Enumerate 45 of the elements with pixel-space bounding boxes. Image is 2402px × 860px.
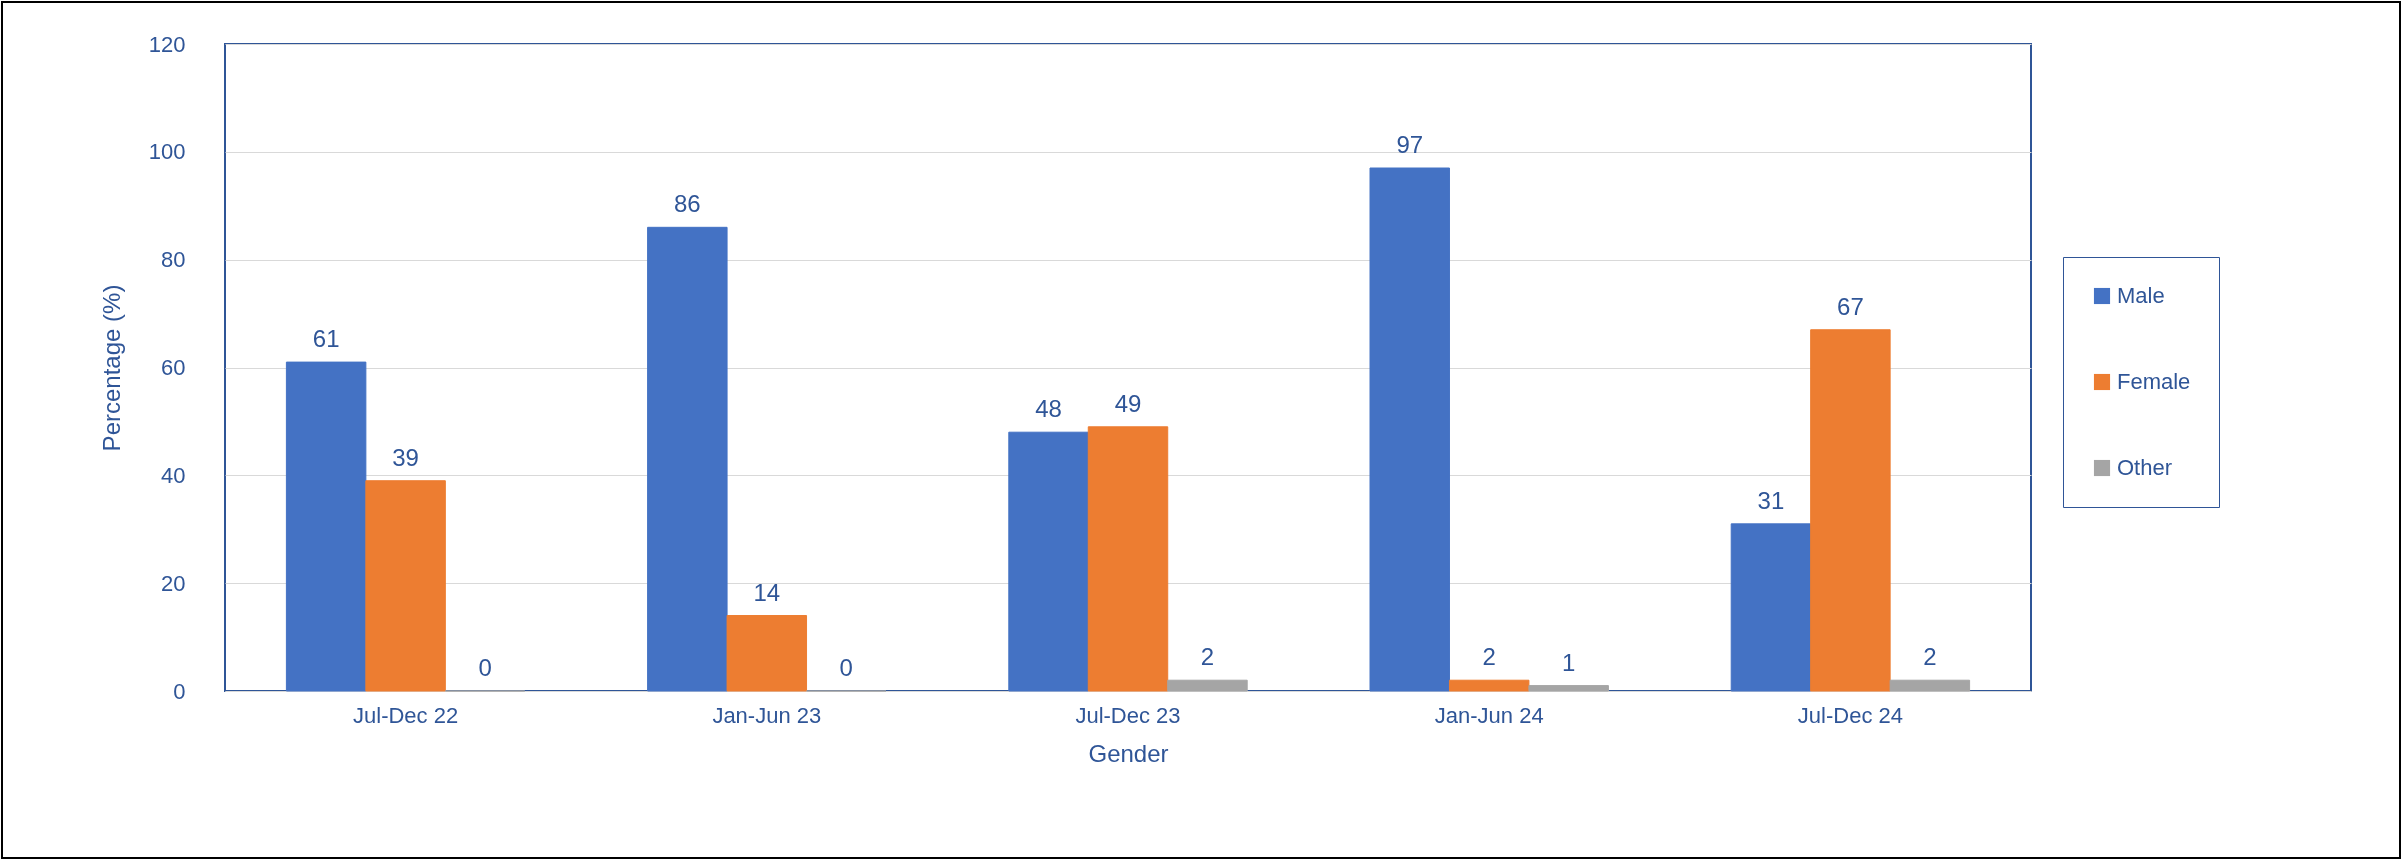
y-tick-label: 0 [173, 678, 186, 704]
data-label: 49 [1114, 389, 1142, 417]
data-label: 67 [1837, 292, 1864, 320]
data-label: 48 [1035, 395, 1062, 423]
bar [285, 361, 367, 692]
data-label: 61 [312, 325, 340, 353]
data-label: 0 [839, 654, 853, 681]
data-label: 2 [1200, 643, 1215, 671]
bar [1889, 679, 1971, 692]
data-label: 1 [1561, 648, 1576, 676]
x-tick-label: Jan-Jun 23 [712, 702, 822, 728]
y-tick-label: 120 [148, 31, 186, 57]
y-axis-title: Percentage (%) [97, 284, 125, 452]
x-tick-label: Jul-Dec 22 [353, 702, 459, 728]
bar [1369, 167, 1450, 692]
y-tick-label: 60 [161, 355, 186, 380]
legend-label: Other [2117, 455, 2173, 480]
data-label: 2 [1482, 643, 1496, 671]
bar [1448, 679, 1530, 692]
data-label: 86 [673, 190, 701, 218]
bar [1008, 431, 1089, 692]
x-tick-label: Jan-Jun 24 [1434, 702, 1544, 728]
legend-label: Female [2117, 369, 2191, 394]
bar [1167, 679, 1248, 692]
y-tick-label: 100 [148, 139, 186, 165]
data-label: 97 [1396, 131, 1424, 159]
bar [365, 480, 446, 692]
data-label: 0 [478, 654, 492, 681]
bar [1087, 426, 1169, 692]
data-label: 14 [753, 578, 781, 606]
x-axis-title: Gender [1088, 739, 1169, 767]
bar [1528, 685, 1609, 692]
bar [647, 226, 728, 692]
x-tick-label: Jul-Dec 24 [1797, 702, 1903, 728]
data-label: 31 [1757, 486, 1785, 514]
data-label: 39 [392, 443, 419, 471]
y-tick-label: 80 [161, 247, 186, 273]
x-tick-label: Jul-Dec 23 [1075, 702, 1181, 728]
legend-label: Male [2117, 283, 2165, 308]
y-tick-label: 40 [161, 462, 186, 488]
data-label: 2 [1923, 643, 1937, 671]
bar [1730, 523, 1812, 692]
bar [726, 615, 808, 692]
bar [1810, 329, 1891, 692]
y-tick-label: 20 [161, 570, 186, 596]
